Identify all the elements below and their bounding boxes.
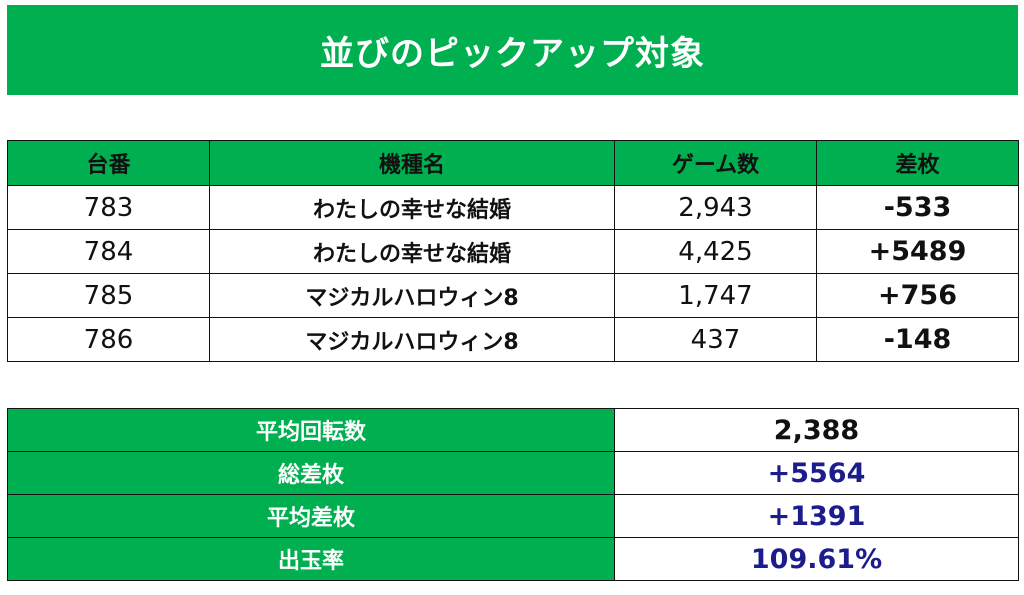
- table-row: 785 マジカルハロウィン8 1,747 +756: [7, 273, 1019, 318]
- cell-diff: +5489: [816, 229, 1019, 274]
- page-title: 並びのピックアップ対象: [7, 5, 1018, 95]
- table-row: 786 マジカルハロウィン8 437 -148: [7, 317, 1019, 362]
- summary-value: +1391: [614, 494, 1019, 538]
- summary-row-avg-spins: 平均回転数 2,388: [7, 408, 1019, 452]
- summary-value: 109.61%: [614, 537, 1019, 581]
- summary-label: 平均回転数: [7, 408, 615, 452]
- summary-label: 総差枚: [7, 451, 615, 495]
- cell-machine-no: 784: [7, 229, 210, 274]
- cell-machine-no: 783: [7, 185, 210, 230]
- cell-model: わたしの幸せな結婚: [209, 229, 615, 274]
- cell-games: 1,747: [614, 273, 817, 318]
- table-row: 784 わたしの幸せな結婚 4,425 +5489: [7, 229, 1019, 274]
- summary-row-payout-rate: 出玉率 109.61%: [7, 537, 1019, 581]
- cell-games: 4,425: [614, 229, 817, 274]
- summary-value: +5564: [614, 451, 1019, 495]
- cell-machine-no: 786: [7, 317, 210, 362]
- summary-table: 平均回転数 2,388 総差枚 +5564 平均差枚 +1391 出玉率 109…: [7, 408, 1019, 581]
- cell-model: わたしの幸せな結婚: [209, 185, 615, 230]
- header-games: ゲーム数: [614, 140, 817, 186]
- header-model: 機種名: [209, 140, 615, 186]
- cell-diff: +756: [816, 273, 1019, 318]
- cell-diff: -533: [816, 185, 1019, 230]
- pickup-table: 台番 機種名 ゲーム数 差枚 783 わたしの幸せな結婚 2,943 -533 …: [7, 140, 1019, 362]
- cell-games: 437: [614, 317, 817, 362]
- summary-value: 2,388: [614, 408, 1019, 452]
- cell-machine-no: 785: [7, 273, 210, 318]
- cell-model: マジカルハロウィン8: [209, 317, 615, 362]
- cell-games: 2,943: [614, 185, 817, 230]
- table-row: 783 わたしの幸せな結婚 2,943 -533: [7, 185, 1019, 230]
- header-machine-no: 台番: [7, 140, 210, 186]
- cell-model: マジカルハロウィン8: [209, 273, 615, 318]
- header-diff: 差枚: [816, 140, 1019, 186]
- summary-label: 出玉率: [7, 537, 615, 581]
- summary-row-total-diff: 総差枚 +5564: [7, 451, 1019, 495]
- cell-diff: -148: [816, 317, 1019, 362]
- summary-row-avg-diff: 平均差枚 +1391: [7, 494, 1019, 538]
- table-header-row: 台番 機種名 ゲーム数 差枚: [7, 140, 1019, 186]
- summary-label: 平均差枚: [7, 494, 615, 538]
